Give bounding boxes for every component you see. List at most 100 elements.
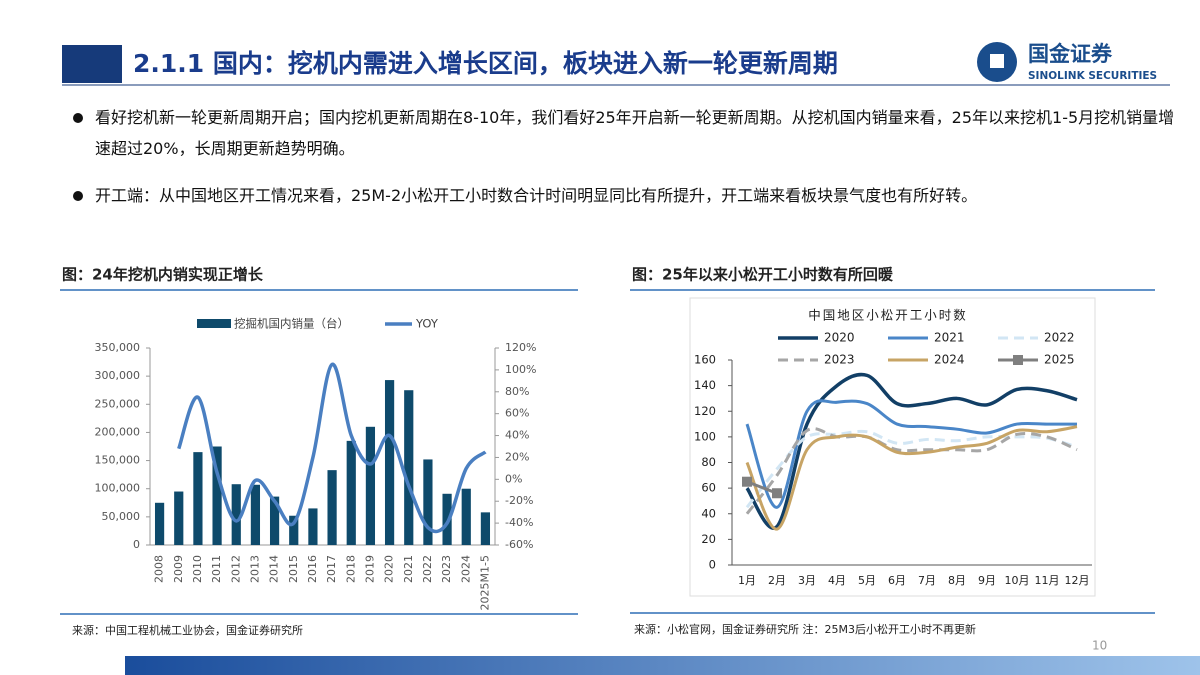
x-tick-label: 2010 — [191, 555, 204, 583]
page-number: 10 — [1092, 639, 1107, 653]
logo-cn: 国金证券 — [1028, 42, 1113, 66]
x-tick-label: 2017 — [325, 555, 338, 583]
legend-label: 2025 — [1044, 353, 1075, 367]
x-tick-label: 2008 — [153, 555, 166, 583]
bar — [384, 380, 395, 545]
y2-tick-label: 80% — [505, 385, 529, 398]
y-tick-label: 80 — [701, 455, 716, 469]
y2-tick-label: 40% — [505, 429, 529, 442]
series-line — [745, 425, 1078, 531]
x-tick-label: 1月 — [738, 574, 756, 587]
x-tick-label: 2009 — [172, 555, 185, 583]
y2-tick-label: 120% — [505, 341, 536, 354]
chart-frame — [689, 297, 1096, 597]
y-tick-label: 140 — [694, 378, 716, 392]
bar — [289, 515, 299, 545]
x-tick-label: 5月 — [858, 574, 876, 587]
bar — [404, 390, 414, 545]
x-tick-label: 2011 — [210, 555, 223, 583]
x-tick-label: 6月 — [888, 574, 906, 587]
series-line — [177, 362, 487, 534]
bullet-text: 看好挖机新一轮更新周期开启；国内挖机更新周期在8-10年，我们看好25年开启新一… — [95, 108, 1175, 158]
header-title: 2.1.1 国内：挖机内需进入增长区间，板块进入新一轮更新周期 — [133, 49, 838, 78]
bullet-dot — [73, 191, 83, 201]
bar — [174, 491, 184, 545]
bar — [480, 512, 491, 545]
x-tick-label: 2020 — [383, 555, 396, 583]
footer-bar — [125, 656, 1200, 675]
x-tick-label: 2023 — [440, 555, 453, 583]
legend-label: 2024 — [934, 353, 965, 367]
chart-title: 中国地区小松开工小时数 — [808, 308, 968, 323]
legend-label: 2023 — [824, 353, 855, 367]
bar — [461, 488, 471, 545]
series-marker — [772, 488, 782, 499]
x-tick-label: 2015 — [287, 555, 300, 583]
y2-tick-label: 0% — [505, 472, 522, 485]
x-tick-label: 9月 — [978, 574, 996, 587]
legend-label: YOY — [415, 317, 439, 331]
legend-label: 挖掘机国内销量（台） — [234, 317, 349, 331]
chart-source: 来源：小松官网，国金证券研究所 注：25M3后小松开工小时不再更新 — [634, 622, 976, 636]
x-tick-label: 2013 — [248, 555, 261, 583]
x-tick-label: 2025M1-5 — [478, 555, 491, 610]
bullet-dot — [73, 113, 83, 123]
y2-tick-label: 20% — [505, 450, 529, 463]
series-line — [745, 427, 1078, 515]
y-tick-label: 0 — [709, 558, 716, 572]
bar — [269, 496, 280, 545]
legend-marker — [1013, 355, 1023, 365]
logo-en: SINOLINK SECURITIES — [1028, 70, 1157, 82]
x-tick-label: 10月 — [1005, 574, 1030, 587]
legend-label: 2022 — [1044, 331, 1075, 345]
x-tick-label: 8月 — [948, 574, 966, 587]
chart-caption: 图：24年挖机内销实现正增长 — [62, 266, 264, 284]
bar — [327, 470, 337, 545]
y-tick-label: 120 — [694, 404, 716, 418]
legend-label: 2020 — [824, 331, 855, 345]
y-tick-label: 100,000 — [95, 482, 141, 495]
y2-tick-label: -20% — [505, 494, 533, 507]
series-line — [745, 429, 1078, 509]
x-tick-label: 2016 — [306, 555, 319, 583]
bar — [423, 459, 433, 545]
y-tick-label: 100 — [694, 429, 716, 443]
y-tick-label: 50,000 — [102, 510, 141, 523]
x-tick-label: 3月 — [798, 574, 816, 587]
x-tick-label: 2019 — [363, 555, 376, 583]
x-tick-label: 2014 — [268, 555, 281, 583]
bar — [231, 484, 241, 545]
y-tick-label: 250,000 — [95, 397, 141, 410]
y-tick-label: 200,000 — [95, 425, 141, 438]
bar — [365, 426, 376, 545]
bullet-text: 开工端：从中国地区开工情况来看，25M-2小松开工小时数合计时间明显同比有所提升… — [95, 186, 978, 205]
header-block — [62, 45, 122, 83]
y-tick-label: 0 — [133, 538, 140, 551]
x-tick-label: 2022 — [421, 555, 434, 583]
y-tick-label: 300,000 — [95, 369, 141, 382]
y2-tick-label: -40% — [505, 516, 533, 529]
bar — [193, 452, 203, 545]
bar — [212, 446, 222, 545]
y-tick-label: 350,000 — [95, 341, 141, 354]
x-tick-label: 2024 — [459, 555, 472, 583]
y-tick-label: 150,000 — [95, 454, 141, 467]
x-tick-label: 2012 — [229, 555, 242, 583]
y2-tick-label: 60% — [505, 407, 529, 420]
x-tick-label: 11月 — [1035, 574, 1060, 587]
y-tick-label: 60 — [701, 481, 716, 495]
y-tick-label: 160 — [694, 353, 716, 367]
x-tick-label: 2018 — [344, 555, 357, 583]
bar — [308, 508, 318, 545]
legend-swatch — [197, 319, 231, 328]
bar — [250, 484, 261, 545]
x-tick-label: 2月 — [768, 574, 786, 587]
bar — [154, 502, 165, 545]
y2-tick-label: -60% — [505, 538, 533, 551]
y-tick-label: 40 — [701, 506, 716, 520]
x-tick-label: 4月 — [828, 574, 846, 587]
series-line — [745, 399, 1077, 509]
x-tick-label: 12月 — [1065, 574, 1090, 587]
